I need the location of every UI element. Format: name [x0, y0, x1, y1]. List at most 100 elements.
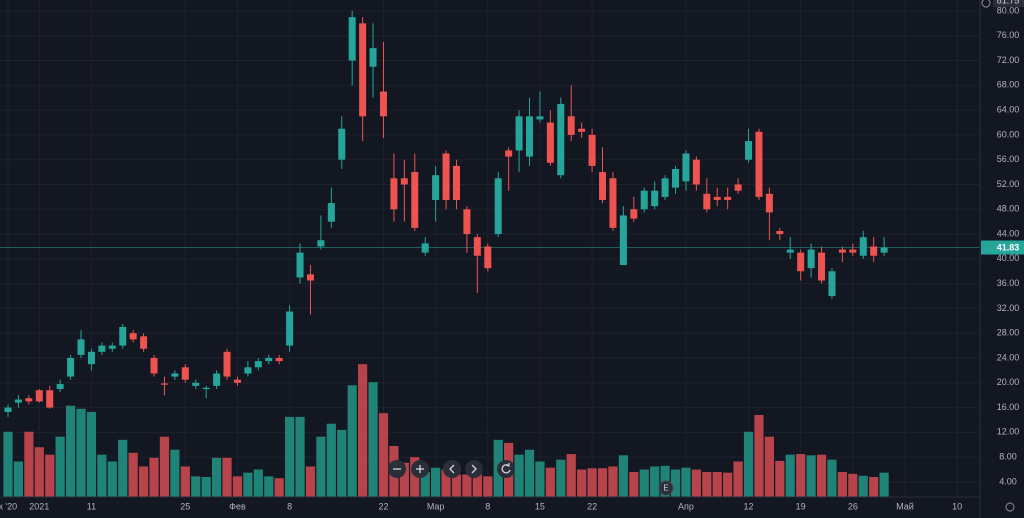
y-tick-label: 80.00 — [997, 5, 1020, 15]
x-tick-label: 2021 — [29, 501, 49, 511]
volume-bar — [159, 436, 170, 497]
x-tick-label: Фев — [229, 501, 246, 511]
settings-icon[interactable] — [1005, 502, 1015, 512]
candle-body — [724, 196, 732, 200]
scroll-left-button[interactable] — [443, 460, 461, 478]
volume-bar — [222, 457, 232, 497]
candle-body — [46, 390, 54, 408]
candle-body — [233, 379, 241, 383]
volume-bar — [347, 385, 357, 497]
volume-bar — [837, 472, 847, 497]
volume-bar — [691, 469, 701, 497]
candle-body — [35, 390, 43, 402]
candle-body — [682, 153, 690, 182]
x-tick-label: 10 — [952, 501, 962, 511]
volume-bar — [514, 454, 524, 497]
candle-body — [494, 178, 502, 235]
volume-bar — [702, 472, 712, 497]
candle-body — [818, 252, 826, 281]
candle-body — [150, 358, 158, 374]
candle-body — [223, 351, 231, 377]
candle-body — [338, 128, 346, 160]
scroll-right-button[interactable] — [465, 460, 483, 478]
candle-body — [880, 247, 888, 253]
x-tick-label: 11 — [87, 501, 96, 511]
volume-bar — [97, 454, 107, 497]
candle-body — [108, 345, 116, 349]
candle-body — [849, 249, 857, 253]
zoom-in-button[interactable] — [411, 460, 429, 478]
candle-body — [619, 215, 627, 266]
toolbar — [388, 460, 515, 478]
candle-body — [452, 165, 460, 200]
volume-bar — [827, 459, 837, 497]
reset-button[interactable] — [497, 460, 515, 478]
candle-body — [202, 387, 210, 389]
candle-body — [713, 196, 721, 200]
volume-bar — [764, 436, 774, 497]
candle-body — [369, 48, 377, 67]
candle-body — [327, 203, 335, 222]
volume-bar — [118, 439, 128, 497]
volume-bar — [597, 468, 608, 497]
clock-icon[interactable] — [981, 0, 991, 8]
volume-bar — [858, 475, 868, 497]
volume-bar — [420, 472, 430, 497]
volume-bar — [128, 452, 138, 497]
candle-body — [703, 193, 711, 210]
candle-body — [765, 193, 773, 213]
volume-bar — [869, 476, 879, 497]
candle-body — [609, 178, 617, 228]
volume-bar — [191, 476, 201, 497]
y-tick-label: 44.00 — [997, 228, 1020, 238]
x-tick-label: 8 — [287, 501, 292, 511]
candle-body — [160, 383, 168, 385]
candle-body — [306, 274, 314, 281]
earnings-marker[interactable]: E — [658, 480, 674, 496]
volume-bar — [212, 457, 222, 497]
candle-body — [265, 358, 273, 362]
zoom-out-button[interactable] — [388, 460, 406, 478]
candle-layer — [4, 10, 888, 417]
candle-body — [77, 339, 85, 355]
volume-bar — [608, 466, 618, 497]
volume-bar — [180, 466, 190, 497]
candle-body — [859, 237, 867, 256]
candle-body — [786, 249, 794, 253]
volume-bar — [472, 473, 482, 497]
x-tick-label: Мар — [427, 501, 445, 511]
volume-bar — [806, 455, 816, 497]
candle-body — [630, 209, 638, 219]
candle-body — [546, 122, 554, 163]
candle-body — [359, 23, 367, 117]
candle-body — [4, 407, 12, 412]
volume-bar — [754, 415, 764, 497]
volume-bar — [681, 467, 691, 497]
earnings-label: E — [663, 484, 668, 493]
candle-body — [411, 172, 419, 228]
volume-bar — [243, 472, 253, 497]
x-tick-label: 25 — [180, 501, 190, 511]
volume-bar — [775, 460, 785, 497]
volume-bar — [138, 466, 149, 497]
y-tick-label: 8.00 — [999, 452, 1017, 462]
volume-bar — [65, 405, 76, 497]
y-tick-label: 56.00 — [997, 154, 1020, 164]
volume-bar — [232, 476, 243, 497]
volume-bar — [723, 472, 733, 497]
volume-bar — [34, 447, 44, 497]
x-tick-label: Май — [896, 501, 914, 511]
y-tick-label: 72.00 — [997, 55, 1020, 65]
candle-body — [463, 209, 471, 235]
candle-body — [379, 91, 387, 117]
volume-bar — [524, 449, 535, 497]
volume-bar — [743, 431, 754, 497]
y-tick-label: 60.00 — [997, 129, 1020, 139]
volume-bar — [848, 473, 858, 497]
candle-body — [755, 131, 763, 197]
volume-bar — [201, 476, 211, 497]
volume-bar — [796, 454, 806, 497]
